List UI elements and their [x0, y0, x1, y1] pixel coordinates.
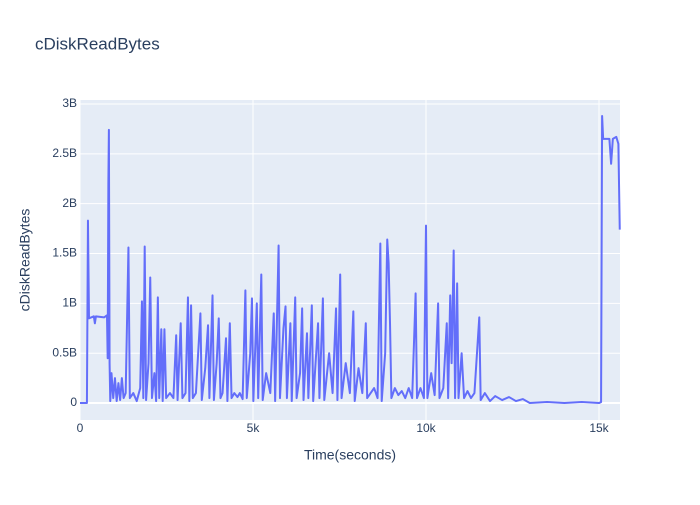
y-tick-label: 1.5B — [52, 246, 77, 260]
x-tick-label: 0 — [77, 421, 84, 435]
y-tick-label: 2.5B — [52, 146, 77, 160]
x-axis-title: Time(seconds) — [304, 447, 396, 463]
x-tick-label: 15k — [589, 421, 609, 435]
y-tick-label: 2B — [62, 196, 77, 210]
y-tick-label: 1B — [62, 296, 77, 310]
y-axis-title: cDiskReadBytes — [17, 209, 33, 312]
x-tick-label: 10k — [416, 421, 436, 435]
y-tick-label: 3B — [62, 96, 77, 110]
y-tick-label: 0 — [70, 395, 77, 409]
data-line — [80, 114, 621, 405]
y-tick-label: 0.5B — [52, 345, 77, 359]
chart-title: cDiskReadBytes — [35, 34, 160, 53]
x-tick-label: 5k — [247, 421, 261, 435]
